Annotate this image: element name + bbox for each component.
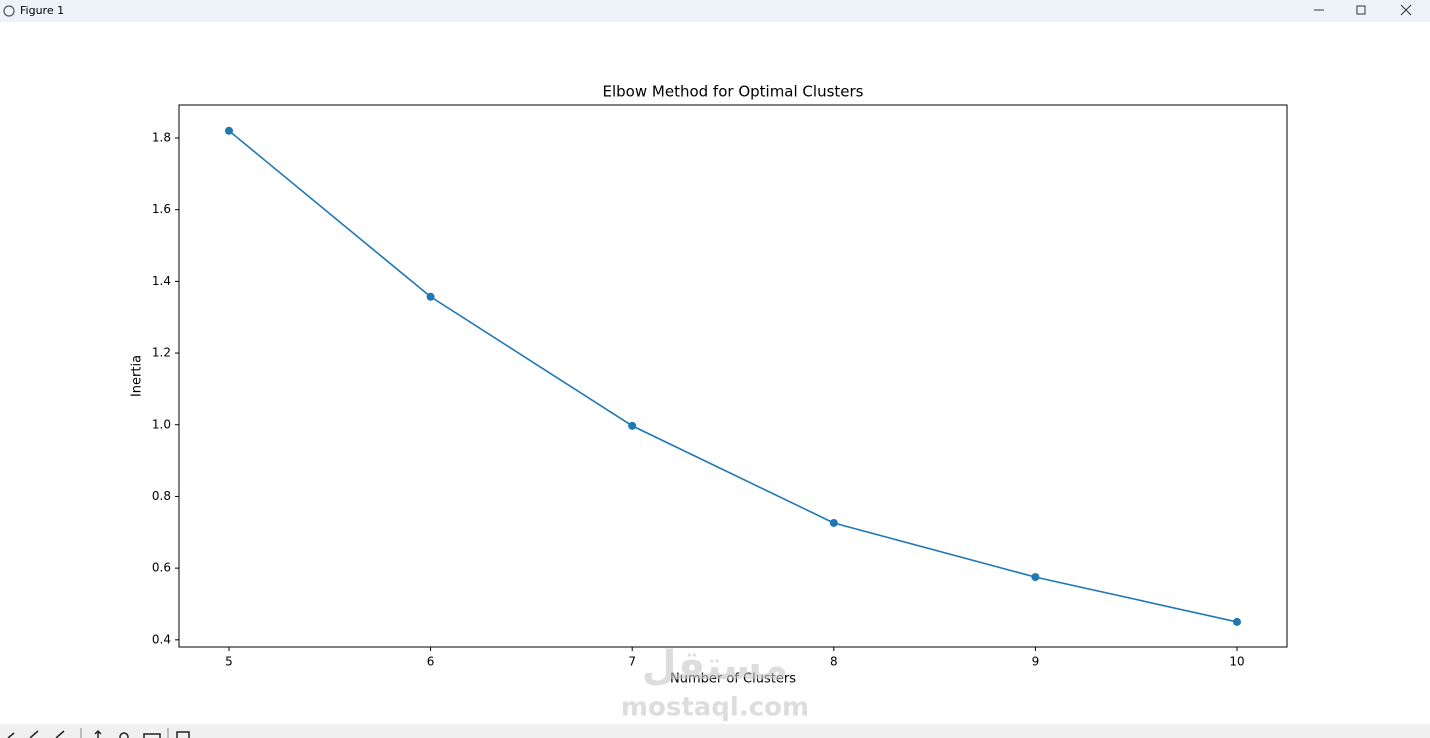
- y-tick-label: 0.8: [152, 489, 171, 503]
- y-tick-label: 1.8: [152, 130, 171, 144]
- save-icon[interactable]: [176, 731, 190, 738]
- x-tick-label: 7: [628, 655, 636, 669]
- plot-frame: [178, 104, 1288, 648]
- y-tick-label: 0.4: [152, 632, 171, 646]
- title-bar: [0, 0, 1430, 22]
- y-tick-label: 1.4: [152, 274, 171, 288]
- chart-title: Elbow Method for Optimal Clusters: [603, 83, 864, 101]
- toolbar-nav-icons[interactable]: [7, 730, 65, 738]
- y-tick-label: 1.6: [152, 202, 171, 216]
- marker: [224, 126, 233, 135]
- marker: [1233, 617, 1242, 626]
- watermark-logo: مستقل: [642, 643, 788, 689]
- marker: [829, 518, 838, 527]
- marker: [628, 421, 637, 430]
- marker: [1031, 573, 1040, 582]
- line: [228, 130, 1238, 623]
- x-tick-label: 6: [427, 655, 435, 669]
- x-tick-label: 9: [1032, 655, 1040, 669]
- x-axis-label: Number of Clusters: [670, 672, 796, 687]
- configure-icon[interactable]: [143, 733, 161, 738]
- x-tick-label: 8: [830, 655, 838, 669]
- restore-button[interactable]: [1356, 5, 1366, 15]
- x-tick-label: 10: [1229, 655, 1244, 669]
- toolbar-icons: [7, 728, 190, 738]
- y-axis-label: Inertia: [130, 355, 145, 397]
- x-tick-label: 5: [225, 655, 233, 669]
- toolbar: [0, 724, 1430, 738]
- marker: [426, 292, 435, 301]
- pan-icon[interactable]: [94, 729, 102, 738]
- zoom-icon[interactable]: [119, 732, 129, 738]
- window-title: Figure 1: [20, 4, 64, 17]
- y-tick-label: 1.0: [152, 417, 171, 431]
- close-button[interactable]: [1400, 4, 1412, 16]
- y-tick-label: 1.2: [152, 346, 171, 360]
- app-icon: [3, 5, 15, 17]
- y-tick-label: 0.6: [152, 561, 171, 575]
- watermark-url: mostaql.com: [621, 693, 809, 723]
